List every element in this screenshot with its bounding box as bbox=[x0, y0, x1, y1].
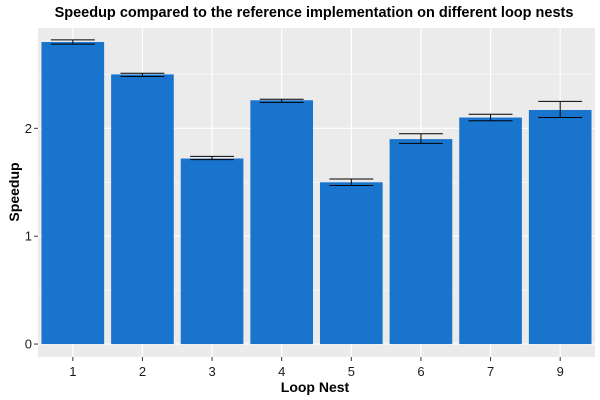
error-bars bbox=[50, 39, 583, 186]
x-tick-label: 3 bbox=[208, 364, 215, 379]
y-tick-label: 1 bbox=[25, 229, 32, 244]
bar-loop-nest-9 bbox=[528, 109, 592, 345]
bar-loop-nest-5 bbox=[319, 182, 383, 345]
y-tick-label: 2 bbox=[25, 121, 32, 136]
bars bbox=[41, 42, 592, 345]
x-tick-label: 9 bbox=[557, 364, 564, 379]
x-axis-ticks: 1 2 3 4 5 6 7 9 bbox=[69, 357, 564, 379]
chart-title: Speedup compared to the reference implem… bbox=[55, 5, 574, 21]
bar-loop-nest-6 bbox=[389, 139, 453, 345]
x-tick-label: 2 bbox=[139, 364, 146, 379]
x-tick-label: 6 bbox=[417, 364, 424, 379]
bar-loop-nest-3 bbox=[180, 158, 244, 345]
y-axis-title: Speedup bbox=[6, 162, 22, 221]
x-tick-label: 7 bbox=[487, 364, 494, 379]
x-tick-label: 1 bbox=[69, 364, 76, 379]
x-tick-label: 5 bbox=[348, 364, 355, 379]
bar-loop-nest-4 bbox=[250, 100, 314, 345]
bar-loop-nest-2 bbox=[111, 74, 174, 345]
y-axis-ticks: 0 1 2 bbox=[25, 121, 38, 352]
bar-loop-nest-1 bbox=[41, 42, 105, 345]
x-tick-label: 4 bbox=[278, 364, 285, 379]
bar-loop-nest-7 bbox=[459, 117, 522, 345]
y-tick-label: 0 bbox=[25, 337, 32, 352]
x-axis-title: Loop Nest bbox=[281, 379, 350, 395]
